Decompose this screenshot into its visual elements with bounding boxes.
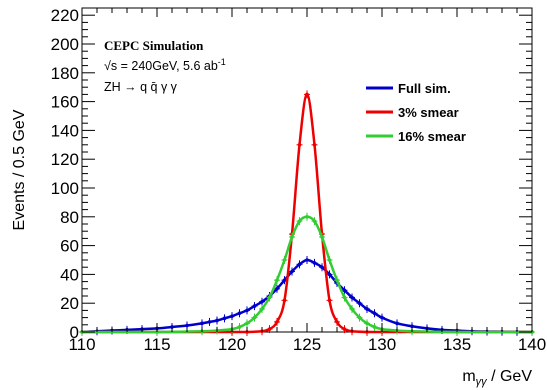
annotation-energy-sup: -1 — [218, 57, 226, 67]
y-tick-label: 100 — [51, 179, 79, 198]
data-point — [296, 140, 303, 149]
data-point — [221, 314, 228, 323]
y-tick-label: 140 — [51, 121, 79, 140]
data-point — [311, 217, 318, 226]
data-point — [244, 319, 250, 328]
y-tick-label: 40 — [60, 265, 79, 284]
data-point — [349, 293, 355, 302]
data-point — [244, 306, 250, 315]
data-point — [304, 256, 310, 264]
x-tick-label: 130 — [368, 335, 396, 354]
legend-label: 3% smear — [398, 105, 459, 120]
data-point — [341, 325, 348, 334]
annotation-energy: √s = 240GeV, 5.6 ab-1 — [104, 57, 226, 73]
legend-label: 16% smear — [398, 129, 466, 144]
data-point — [289, 267, 295, 276]
x-tick-label: 135 — [443, 335, 471, 354]
x-axis-title-main: m — [462, 368, 475, 385]
data-point — [274, 284, 280, 293]
x-tick-label: 110 — [68, 335, 95, 354]
legend-label: Full sim. — [398, 81, 451, 96]
data-point — [364, 304, 370, 313]
y-tick-label: 180 — [51, 64, 79, 83]
data-point — [304, 90, 310, 99]
y-tick-label: 120 — [51, 150, 79, 169]
x-tick-label: 115 — [143, 335, 170, 354]
series-line — [81, 258, 533, 334]
y-axis-title: Events / 0.5 GeV — [11, 109, 28, 230]
data-point — [311, 140, 318, 149]
axis-ticks — [81, 7, 533, 333]
data-point — [341, 293, 348, 302]
data-point — [326, 296, 333, 305]
legend: Full sim. 3% smear 16% smear — [366, 81, 466, 144]
data-point — [349, 304, 355, 313]
data-point — [326, 270, 333, 279]
data-point — [311, 258, 318, 267]
x-tick-label: 140 — [518, 335, 546, 354]
data-point — [394, 319, 400, 328]
data-point — [281, 256, 288, 264]
data-point — [319, 263, 325, 272]
x-axis-title-unit: / GeV — [487, 368, 533, 385]
data-point — [371, 322, 378, 331]
y-tick-label: 200 — [51, 35, 79, 54]
data-point — [356, 299, 363, 308]
data-point — [379, 313, 385, 322]
data-point — [304, 212, 310, 221]
data-point — [266, 293, 273, 302]
x-tick-label: 120 — [218, 335, 246, 354]
data-point — [296, 260, 303, 269]
data-point — [214, 316, 220, 325]
y-tick-label: 220 — [51, 6, 79, 25]
data-point — [326, 256, 333, 264]
data-point — [199, 319, 205, 328]
data-point — [251, 313, 258, 322]
y-tick-label: 20 — [60, 294, 79, 313]
legend-item: 3% smear — [366, 105, 459, 120]
series-curves — [79, 90, 535, 336]
x-axis-title-sub: γγ — [476, 376, 489, 388]
data-point — [364, 319, 370, 328]
data-point — [251, 302, 258, 311]
y-tick-label: 60 — [60, 237, 79, 256]
data-point — [356, 313, 363, 322]
data-point — [334, 317, 340, 326]
data-point — [259, 297, 265, 306]
y-tick-label: 0 — [70, 323, 79, 342]
axis-tick-labels: 110 115 120 125 130 135 140 0 20 40 60 80 100 120 140 1… — [51, 6, 547, 354]
data-point — [296, 217, 303, 226]
y-tick-label: 160 — [51, 93, 79, 112]
legend-item: Full sim. — [366, 81, 451, 96]
x-axis-title: mγγ / GeV — [462, 368, 532, 388]
data-point — [319, 232, 325, 241]
data-point — [206, 317, 213, 326]
data-point — [274, 317, 280, 326]
annotation-title: CEPC Simulation — [104, 38, 204, 53]
data-point — [236, 309, 243, 318]
data-point — [371, 309, 378, 318]
annotation-energy-sqrt: √s — [104, 59, 117, 73]
data-point — [236, 322, 243, 331]
series-2 — [79, 212, 535, 336]
annotation-energy-value: = 240GeV, 5.6 ab — [117, 59, 218, 73]
data-point — [229, 312, 235, 321]
y-tick-label: 80 — [60, 208, 79, 227]
data-point — [274, 276, 280, 285]
x-tick-label: 125 — [293, 335, 321, 354]
legend-item: 16% smear — [366, 129, 466, 144]
series-line — [81, 215, 533, 334]
annotation-process: ZH → q q̄ γ γ — [104, 80, 178, 94]
data-point — [281, 296, 288, 305]
data-point — [266, 325, 273, 334]
data-point — [334, 276, 340, 285]
data-point — [289, 232, 295, 241]
plot-frame — [81, 7, 533, 333]
data-point — [259, 304, 265, 313]
